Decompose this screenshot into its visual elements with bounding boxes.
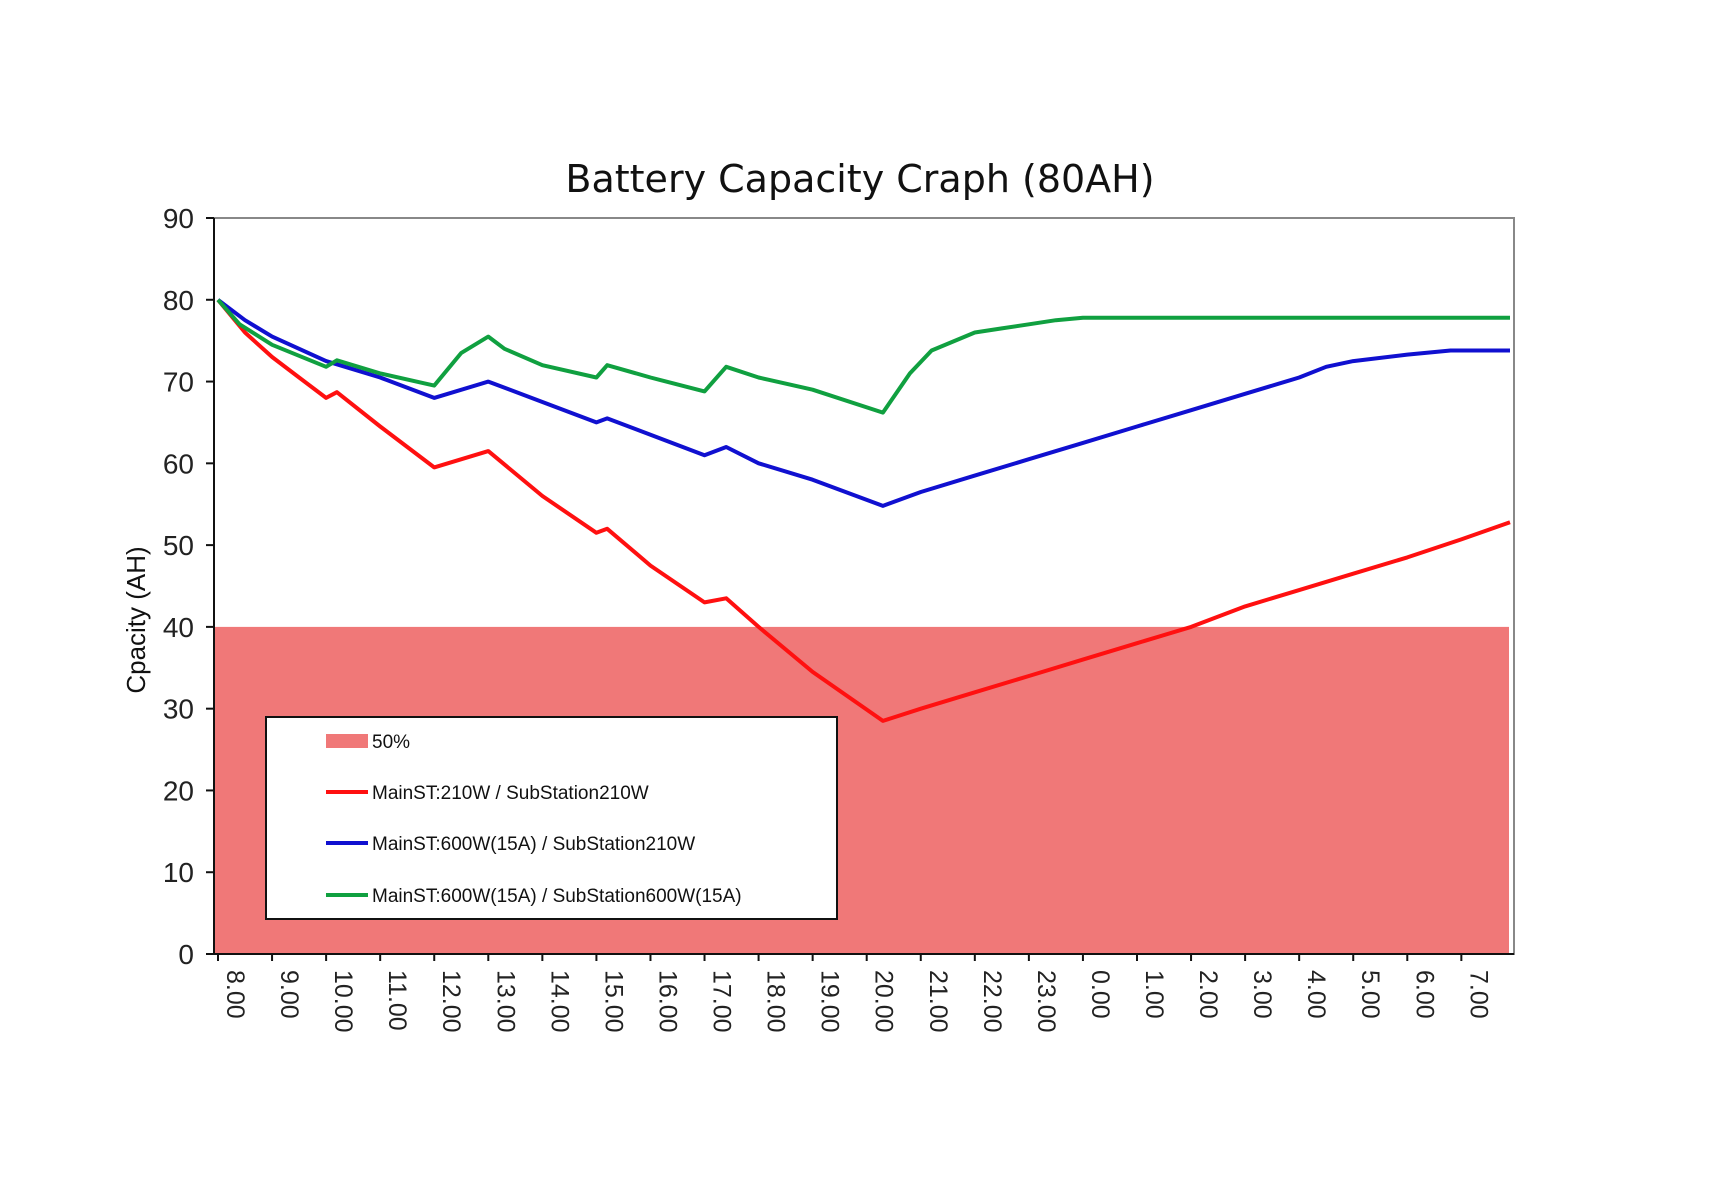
x-axis: 8.00 9.00 10.00 11.00 12.00 13.00 14.00 15.00 16… [214,953,1514,1033]
x-tick-label: 8.00 [221,970,249,1019]
series-line-3 [216,298,1510,415]
y-tick-label: 90 [163,203,194,234]
x-tick-label: 12.00 [437,970,465,1033]
x-tick-label: 2.00 [1194,970,1222,1019]
legend-label-band: 50% [372,732,410,753]
x-tick-label: 5.00 [1356,970,1384,1019]
x-tick-label: 15.00 [599,970,627,1033]
legend-swatch-band [326,734,368,748]
chart-title: Battery Capacity Craph (80AH) [565,157,1154,201]
x-tick-label: 9.00 [275,970,303,1019]
legend: 50% MainST:210W / SubStation210W MainST:… [265,716,838,920]
legend-label-series-2: MainST:600W(15A) / SubStation210W [372,834,695,855]
y-tick-label: 20 [163,775,194,806]
series-lines [216,298,1511,723]
x-tick-label: 10.00 [329,970,357,1033]
x-tick-label: 13.00 [491,970,519,1033]
y-axis: 0 10 20 30 40 50 60 70 80 90 [163,203,215,970]
series-line-2 [216,298,1510,508]
x-tick-label: 0.00 [1086,970,1114,1019]
y-axis-label: Cpacity (AH) [121,546,151,693]
y-tick-label: 50 [163,530,194,561]
x-tick-label: 3.00 [1248,970,1276,1019]
x-tick-label: 16.00 [653,970,681,1033]
x-tick-label: 1.00 [1140,970,1168,1019]
y-tick-label: 70 [163,367,194,398]
x-tick-label: 22.00 [978,970,1006,1033]
legend-label-series-1: MainST:210W / SubStation210W [372,783,649,804]
y-tick-label: 40 [163,612,194,643]
x-tick-label: 21.00 [924,970,952,1033]
x-tick-label: 20.00 [870,970,898,1033]
x-tick-label: 11.00 [383,970,411,1031]
series-line-1 [216,298,1511,723]
x-tick-label: 7.00 [1464,970,1492,1019]
x-tick-label: 4.00 [1302,970,1330,1019]
x-tick-label: 23.00 [1032,970,1060,1033]
y-tick-label: 30 [163,694,194,725]
y-tick-label: 60 [163,448,194,479]
y-tick-label: 80 [163,285,194,316]
x-tick-label: 18.00 [762,970,790,1033]
x-tick-label: 17.00 [708,970,736,1033]
x-tick-label: 19.00 [816,970,844,1033]
y-tick-label: 0 [178,939,194,970]
legend-label-series-3: MainST:600W(15A) / SubStation600W(15A) [372,886,742,907]
x-tick-label: 14.00 [545,970,573,1033]
y-tick-label: 10 [163,857,194,888]
legend-box [265,716,838,920]
x-tick-label: 6.00 [1410,970,1438,1019]
